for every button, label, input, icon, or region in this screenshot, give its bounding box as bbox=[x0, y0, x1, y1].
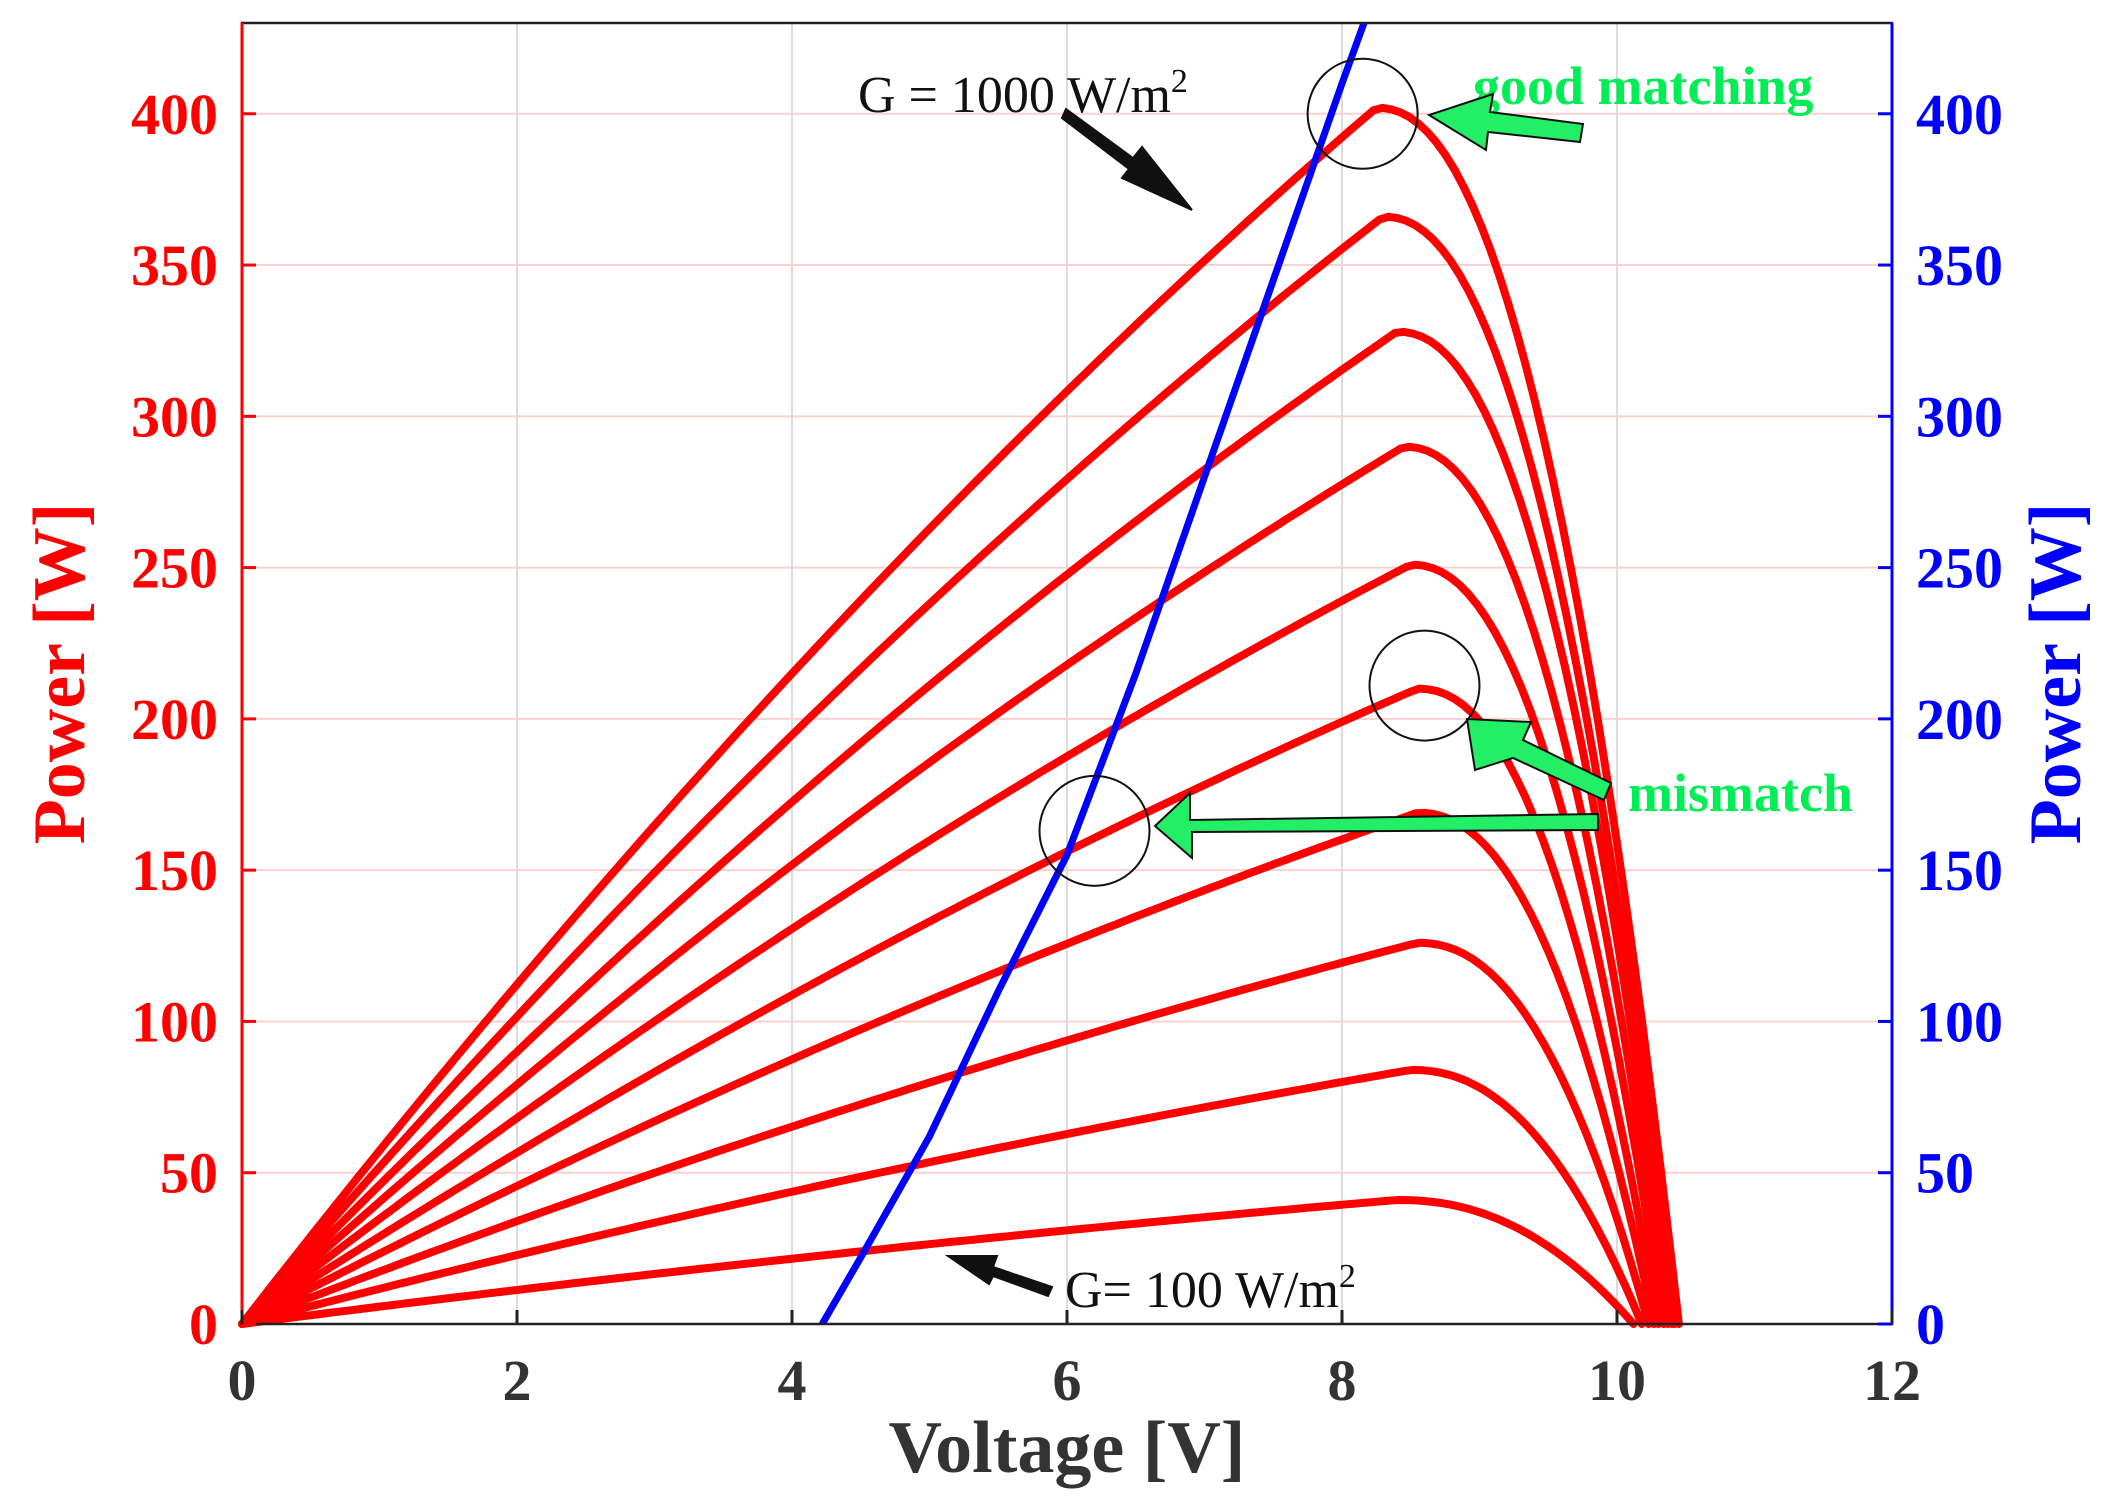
highlight-circles bbox=[1038, 57, 1481, 887]
y-axis-right-label: Power [W] bbox=[2015, 503, 2097, 845]
right-tick-label: 100 bbox=[1916, 989, 2003, 1054]
right-tick-label: 350 bbox=[1916, 233, 2003, 298]
annotation-mismatch: mismatch bbox=[1628, 763, 1853, 823]
mismatch-circle-peak bbox=[1368, 629, 1481, 742]
annotation-good-matching: good matching bbox=[1473, 56, 1814, 116]
pv-curve bbox=[238, 560, 1668, 1328]
left-tick-label: 400 bbox=[131, 82, 218, 147]
right-tick-label: 200 bbox=[1916, 687, 2003, 752]
left-tick-label: 200 bbox=[131, 687, 218, 752]
x-tick-label: 12 bbox=[1863, 1348, 1921, 1413]
left-tick-label: 100 bbox=[131, 989, 218, 1054]
good-matching-circle bbox=[1306, 57, 1419, 170]
pv-curve bbox=[238, 1196, 1638, 1328]
right-tick-label: 150 bbox=[1916, 838, 2003, 903]
load-curve bbox=[819, 23, 1368, 1324]
right-tick-label: 400 bbox=[1916, 82, 2003, 147]
arrow-good-matching-icon bbox=[1426, 92, 1585, 152]
mismatch-circle-operating bbox=[1038, 774, 1151, 887]
right-tick-label: 300 bbox=[1916, 384, 2003, 449]
x-tick-label: 4 bbox=[778, 1348, 807, 1413]
left-tick-label: 250 bbox=[131, 536, 218, 601]
series bbox=[238, 23, 1683, 1328]
left-tick-label: 0 bbox=[189, 1292, 218, 1357]
y-axis-left-label: Power [W] bbox=[19, 503, 101, 845]
pv-curve bbox=[238, 212, 1679, 1328]
arrow-mismatch-peak-icon bbox=[1465, 717, 1613, 802]
x-tick-label: 2 bbox=[503, 1348, 532, 1413]
arrow-mismatch-operating-icon bbox=[1153, 790, 1599, 861]
x-tick-label: 10 bbox=[1588, 1348, 1646, 1413]
x-tick-label: 8 bbox=[1328, 1348, 1357, 1413]
pv-curve bbox=[238, 103, 1683, 1328]
pv-curve bbox=[238, 1065, 1646, 1328]
pv-curve bbox=[238, 684, 1663, 1328]
left-tick-label: 50 bbox=[160, 1141, 218, 1206]
right-tick-label: 250 bbox=[1916, 536, 2003, 601]
pv-curve bbox=[238, 327, 1676, 1328]
pv-curve bbox=[238, 938, 1653, 1328]
left-tick-label: 150 bbox=[131, 838, 218, 903]
annotations: G = 1000 W/m2 G= 100 W/m2 good matching … bbox=[858, 56, 1853, 1319]
right-tick-label: 50 bbox=[1916, 1141, 1974, 1206]
annotation-g100: G= 100 W/m2 bbox=[1065, 1258, 1356, 1319]
arrow-g100-icon bbox=[944, 1255, 1054, 1298]
pv-curve bbox=[238, 808, 1659, 1328]
right-tick-label: 0 bbox=[1916, 1292, 1945, 1357]
x-tick-label: 0 bbox=[228, 1348, 257, 1413]
arrow-g1000-icon bbox=[1060, 107, 1193, 211]
x-axis-label: Voltage [V] bbox=[889, 1407, 1246, 1489]
x-tick-label: 6 bbox=[1053, 1348, 1082, 1413]
left-tick-label: 300 bbox=[131, 384, 218, 449]
pv-curve bbox=[238, 442, 1672, 1328]
ticks: 0501001502002503003504000501001502002503… bbox=[131, 82, 2003, 1413]
left-tick-label: 350 bbox=[131, 233, 218, 298]
annotation-g1000: G = 1000 W/m2 bbox=[858, 63, 1188, 124]
